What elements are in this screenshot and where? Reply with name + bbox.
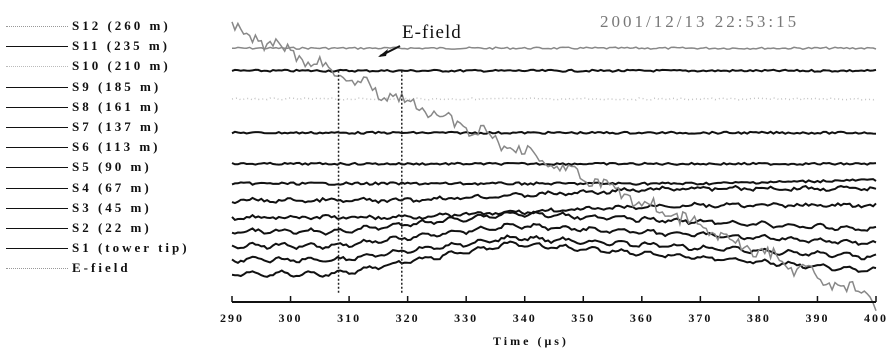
series-line [231,68,877,73]
legend-swatch [6,26,68,27]
legend-swatch [6,66,68,68]
annotation-arrowhead [378,49,388,57]
x-tick-label: 290 [220,311,244,325]
x-tick-label: 330 [454,311,478,325]
x-tick-label: 310 [337,311,361,325]
x-tick-label: 320 [396,311,420,325]
x-tick-label: 380 [747,311,771,325]
legend-label: S3 (45 m) [72,199,152,215]
legend-swatch [6,248,68,250]
efield-annotation: E-field [402,22,462,43]
series-line [231,46,877,51]
legend-label: S10 (210 m) [72,58,171,74]
legend-swatch [6,86,68,88]
legend-label: S9 (185 m) [72,78,162,94]
legend-label: S1 (tower tip) [72,240,190,256]
legend-label: S2 (22 m) [72,219,152,235]
marker-layer [337,70,403,294]
legend-swatch [6,227,68,229]
legend-label: S4 (67 m) [72,179,152,195]
legend-label: S7 (137 m) [72,118,162,134]
series-line [231,210,877,236]
legend-label: S6 (113 m) [72,139,161,155]
series-line [231,178,877,186]
x-tick-label: 300 [279,311,303,325]
x-tick-label: 350 [571,311,595,325]
legend-label: S12 (260 m) [72,18,171,33]
x-tick-label: 370 [688,311,712,325]
x-tick-label: 360 [630,311,654,325]
legend-label: S8 (161 m) [72,98,162,114]
series-line [231,97,877,101]
tick-layer: 290 300 310 320 330 340 350 360 370 380 390 400 [220,296,886,325]
legend-label: S5 (90 m) [72,159,152,175]
legend-swatch [6,46,68,48]
x-tick-label: 400 [864,311,886,325]
series-line [231,21,877,312]
legend-swatch [6,147,68,149]
timestamp: 2001/12/13 22:53:15 [600,12,800,31]
legend-swatch [6,268,68,270]
series-line [231,184,877,205]
legend-swatch [6,167,68,169]
series-line [231,240,877,278]
x-tick-label: 340 [513,311,537,325]
legend-swatch [6,187,68,189]
legend-label: E-field [72,260,131,276]
legend-swatch [6,207,68,209]
series-layer [231,21,877,312]
legend-swatch [6,106,68,108]
series-line [231,130,877,135]
x-axis-label: Time (μs) [493,334,569,348]
x-tick-label: 390 [805,311,829,325]
legend-swatch [6,126,68,128]
series-line [231,222,877,251]
series-line [231,161,877,166]
legend-label: S11 (235 m) [72,38,170,54]
series-line [231,201,877,222]
